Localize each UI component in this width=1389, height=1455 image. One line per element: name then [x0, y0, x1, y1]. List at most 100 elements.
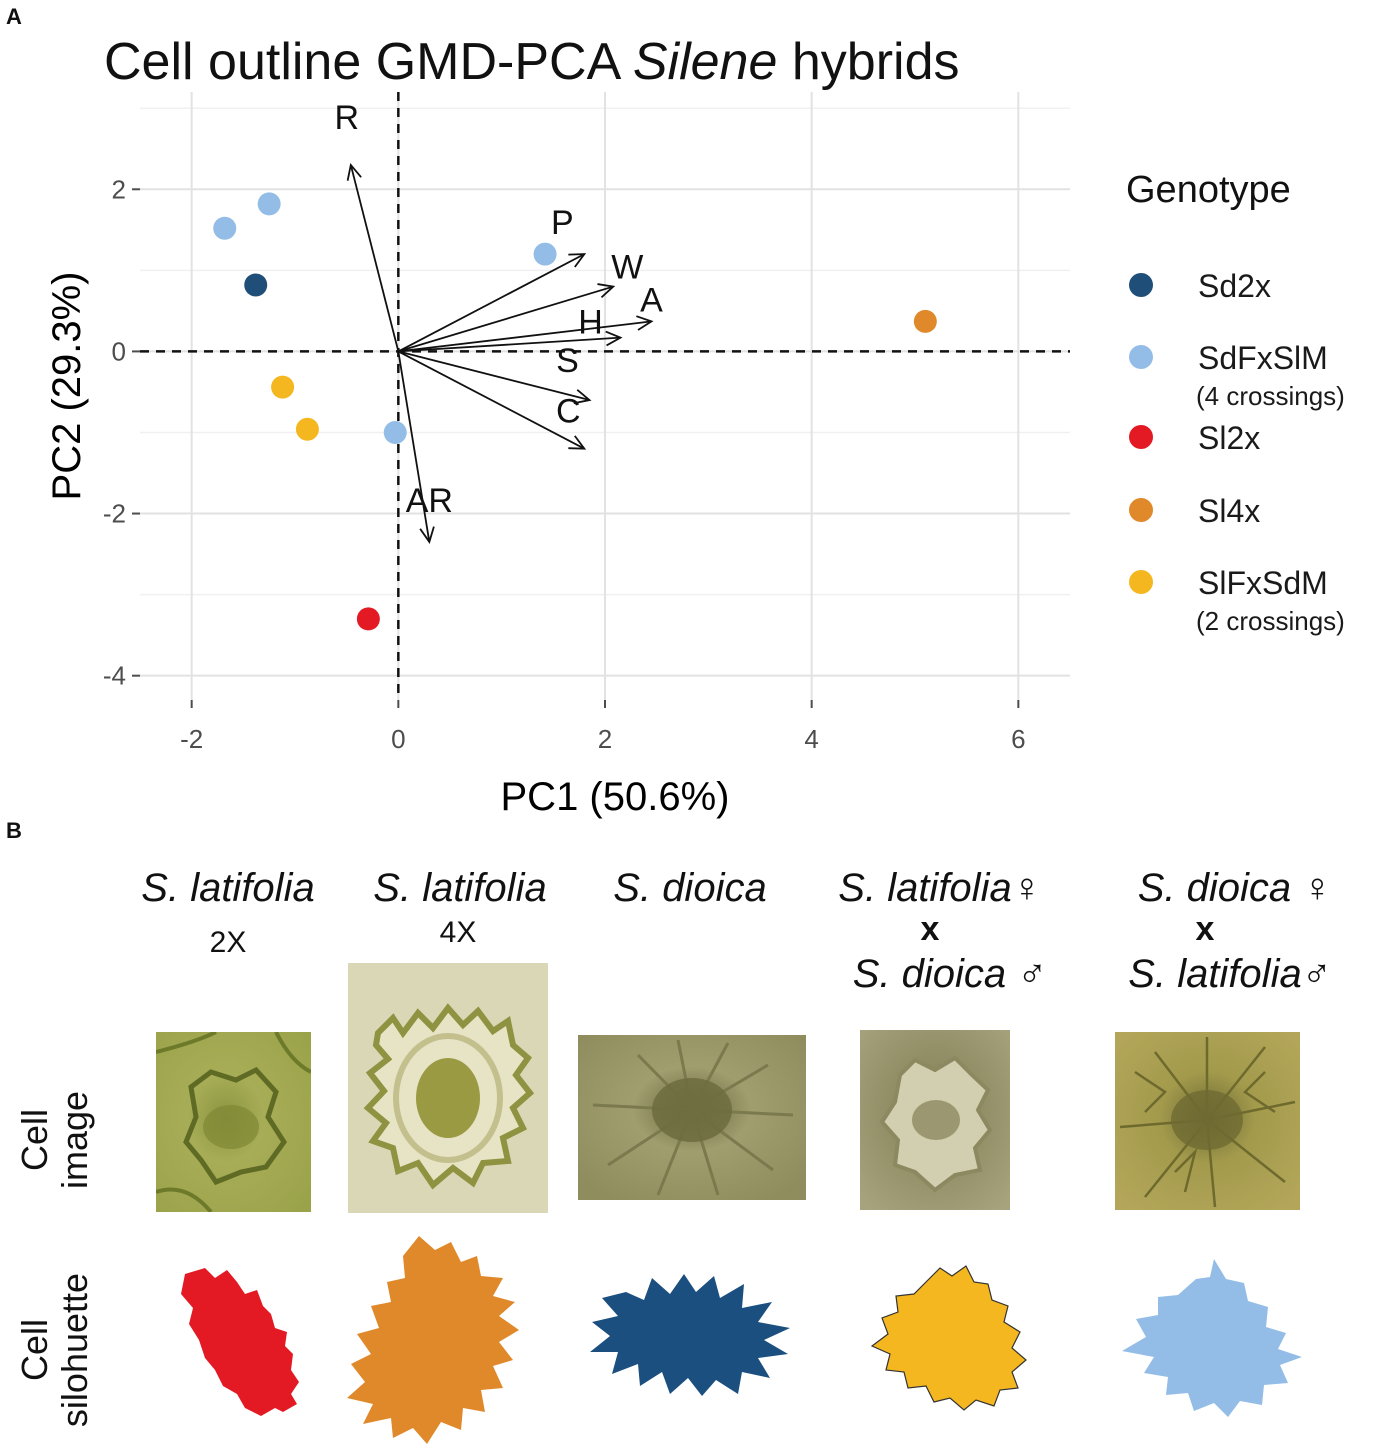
- loading-arrow-C: [397, 350, 585, 450]
- loading-arrow-R: [349, 164, 400, 352]
- col5-female: S. dioica ♀: [1100, 866, 1370, 911]
- legend-label: SdFxSlM: [1198, 340, 1328, 376]
- col1-ploidy: 2X: [209, 926, 247, 959]
- point-sd2x: [244, 273, 268, 297]
- col4-male-species: S. dioica: [852, 952, 1007, 996]
- loading-label-H: H: [578, 304, 603, 342]
- col5-male-species: S. latifolia: [1128, 952, 1302, 996]
- point-sdfxslm: [257, 192, 281, 216]
- silhouette-sl4x: [347, 1236, 519, 1444]
- legend-key-sl4x: [1129, 498, 1153, 522]
- row-label-image-line2: image: [54, 1090, 95, 1190]
- col4-male: S. dioica ♂: [820, 952, 1080, 997]
- arrow-head: [573, 389, 592, 405]
- loading-arrow-P: [397, 253, 585, 353]
- legend-title: Genotype: [1126, 169, 1291, 211]
- legend: Genotype Sd2x SdFxSlM (4 crossings) Sl2x Sl4x…: [1126, 169, 1345, 636]
- row-label-image: Cell image: [14, 1075, 95, 1205]
- loading-label-C: C: [556, 393, 581, 431]
- title-prefix: Cell outline GMD-PCA: [104, 33, 633, 91]
- legend-note: (2 crossings): [1196, 606, 1345, 636]
- arrow-head: [636, 315, 654, 331]
- panel-a-label: A: [6, 4, 22, 29]
- col2-ploidy: 4X: [439, 916, 477, 949]
- grid: [140, 92, 1070, 700]
- silhouette-sdfxslm: [1122, 1259, 1302, 1417]
- arrow-head: [346, 162, 362, 181]
- silhouette-slfxsdm: [870, 1265, 1027, 1411]
- panel-b-label: B: [6, 818, 22, 843]
- legend-label: Sl4x: [1198, 493, 1260, 529]
- loading-label-W: W: [611, 249, 643, 287]
- arrow-head: [568, 253, 587, 268]
- point-slfxsdm: [295, 417, 319, 441]
- loading-label-A: A: [640, 281, 663, 319]
- female-symbol: ♀: [1302, 866, 1333, 910]
- y-tick-label: -2: [103, 499, 126, 529]
- y-tick-label: 2: [112, 174, 126, 204]
- arrow-head: [568, 435, 587, 450]
- x-tick-label: -2: [180, 724, 203, 754]
- y-tick-label: 0: [112, 336, 126, 366]
- cell-image-sd2x: [578, 1035, 806, 1200]
- title-suffix: hybrids: [777, 33, 960, 91]
- cell-image-sl4x: [348, 963, 548, 1213]
- point-slfxsdm: [271, 375, 295, 399]
- col5-female-species: S. dioica: [1137, 866, 1292, 910]
- arrow-head: [605, 330, 623, 347]
- legend-key-sdfxslm: [1129, 345, 1153, 369]
- title-genus: Silene: [632, 33, 778, 91]
- legend-key-sl2x: [1129, 425, 1153, 449]
- arrow-head: [419, 526, 435, 544]
- loading-label-S: S: [556, 342, 579, 380]
- cell-image-sdfxslm: [1115, 1032, 1300, 1210]
- x-tick-label: 4: [804, 724, 818, 754]
- y-axis-label: PC2 (29.3%): [45, 272, 89, 501]
- loading-label-R: R: [335, 99, 360, 137]
- point-sl2x: [356, 607, 380, 631]
- x-tick-label: 6: [1011, 724, 1025, 754]
- legend-key-slfxsdm: [1129, 570, 1153, 594]
- loading-arrow-AR: [397, 351, 431, 543]
- row-label-silhouette: Cell silohuette: [14, 1255, 95, 1445]
- loading-label-AR: AR: [406, 482, 453, 520]
- loading-arrow-S: [398, 350, 590, 401]
- y-tick-label: -4: [103, 661, 126, 691]
- silhouette-sl2x: [181, 1268, 299, 1416]
- loading-arrow-W: [398, 285, 614, 353]
- male-symbol: ♂: [1017, 952, 1048, 996]
- point-sdfxslm: [533, 242, 557, 266]
- col5-cross: x: [1195, 910, 1215, 948]
- silhouette-sd2x: [590, 1274, 790, 1396]
- female-symbol: ♀: [1011, 866, 1042, 910]
- legend-label: SlFxSdM: [1198, 565, 1328, 601]
- col1-species: S. latifolia: [141, 866, 315, 910]
- col4-female-species: S. latifolia: [838, 866, 1012, 910]
- loading-arrow-H: [398, 336, 621, 353]
- row-label-image-line1: Cell: [14, 1109, 55, 1172]
- cell-image-slfxsdm: [860, 1030, 1010, 1210]
- point-sdfxslm: [383, 420, 407, 444]
- loading-arrow-A: [398, 320, 652, 353]
- cell-image-sl2x: [156, 1032, 311, 1212]
- col2-species: S. latifolia: [373, 866, 547, 910]
- col5-male: S. latifolia♂: [1090, 952, 1370, 997]
- arrow-head: [597, 283, 616, 299]
- col3-species: S. dioica: [613, 866, 767, 910]
- legend-note: (4 crossings): [1196, 381, 1345, 411]
- col4-cross: x: [920, 910, 940, 948]
- chart-title: Cell outline GMD-PCA Silene hybrids: [104, 32, 959, 92]
- point-sdfxslm: [213, 216, 237, 240]
- male-symbol: ♂: [1301, 952, 1332, 996]
- reference-lines: [140, 92, 1070, 700]
- legend-label: Sd2x: [1198, 268, 1271, 304]
- legend-label: Sl2x: [1198, 420, 1260, 456]
- row-label-silhouette-line2: silohuette: [54, 1272, 95, 1428]
- col4-female: S. latifolia♀: [810, 866, 1070, 911]
- x-axis-label: PC1 (50.6%): [501, 775, 730, 819]
- row-label-silhouette-line1: Cell: [14, 1319, 55, 1382]
- axis-ticks: -2 0 2 4 6 -4 -2 0 2: [103, 174, 1026, 754]
- x-tick-label: 0: [391, 724, 405, 754]
